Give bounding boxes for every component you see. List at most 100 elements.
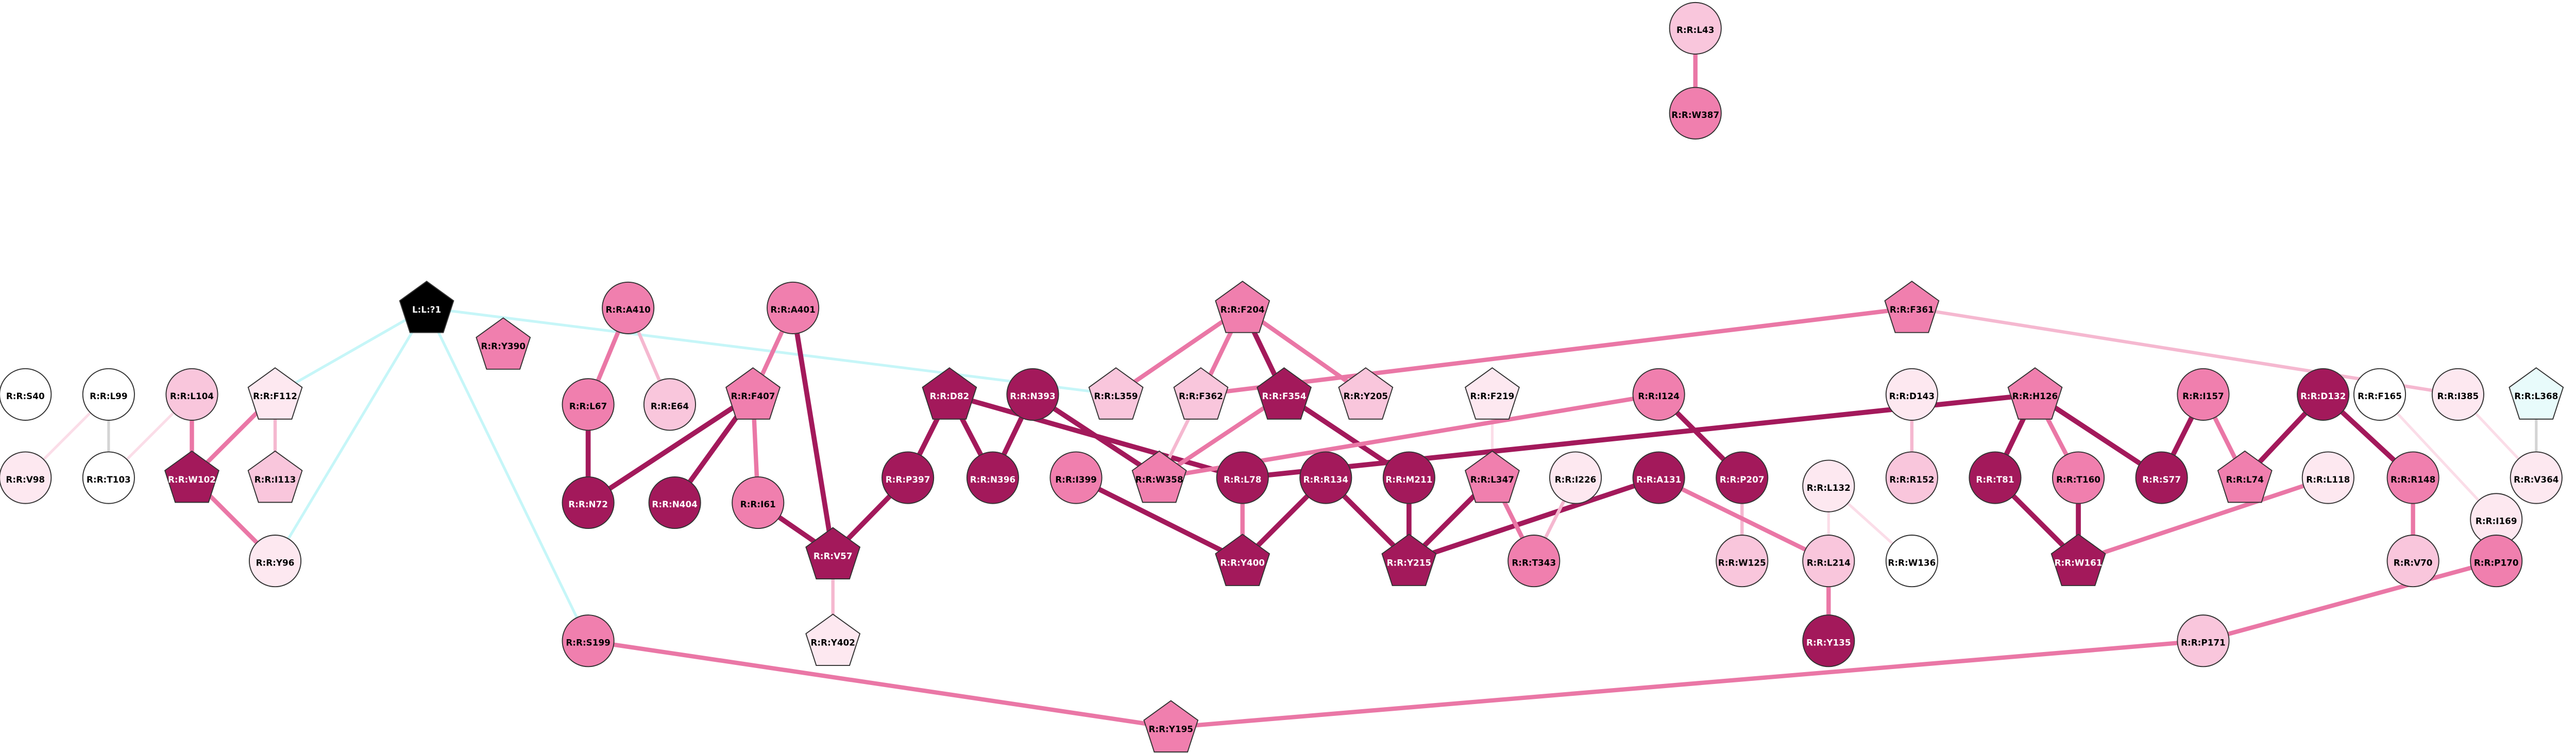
node: R:R:I113 — [247, 450, 303, 503]
node-label: R:R:D143 — [1889, 391, 1935, 401]
node-label: R:R:Y215 — [1387, 557, 1432, 568]
node-circle — [1006, 368, 1059, 421]
node-label: R:R:Y135 — [1806, 637, 1851, 647]
node-circle — [1802, 459, 1855, 512]
node-label: R:R:N404 — [652, 499, 697, 509]
edge — [2202, 559, 2497, 643]
node-label: L:L:?1 — [412, 304, 441, 315]
node-label: R:R:W358 — [1136, 474, 1183, 485]
node-label: R:R:L43 — [1676, 25, 1714, 35]
edge — [2379, 393, 2498, 521]
node: R:R:I61 — [732, 476, 785, 529]
node-circle — [2470, 535, 2523, 588]
node: R:R:H126 — [2007, 367, 2063, 420]
node: R:R:T103 — [82, 451, 135, 504]
node-label: R:R:T81 — [1976, 474, 2014, 485]
node-pentagon — [247, 450, 303, 503]
node-label: R:R:F165 — [2358, 391, 2402, 401]
node: R:R:D143 — [1885, 368, 1938, 421]
node-label: R:R:L214 — [1807, 557, 1851, 568]
node-pentagon — [2509, 367, 2564, 420]
node-label: R:R:W161 — [2055, 557, 2103, 568]
node-label: R:R:V364 — [2514, 474, 2558, 485]
node-circle — [1549, 451, 1602, 504]
node-label: R:R:F219 — [1470, 391, 1515, 401]
node: R:R:A410 — [602, 281, 655, 334]
node-pentagon — [1088, 367, 1144, 420]
node-label: R:R:R134 — [1303, 474, 1348, 485]
node-circle — [1216, 451, 1269, 504]
edge — [790, 307, 836, 555]
node: R:R:P171 — [2177, 614, 2230, 667]
node-label: R:R:Y195 — [1148, 724, 1193, 734]
node-label: R:R:W387 — [1671, 110, 1719, 120]
node: R:R:L43 — [1669, 2, 1722, 55]
node: R:R:L67 — [562, 378, 615, 431]
node-label: R:R:I157 — [2182, 391, 2224, 401]
node: R:R:R148 — [2386, 451, 2439, 504]
node-label: R:R:L132 — [1807, 483, 1851, 493]
node-pentagon — [2217, 450, 2273, 503]
edge — [1657, 475, 1830, 563]
node: R:R:Y205 — [1338, 367, 1394, 420]
node-label: R:R:S77 — [2142, 474, 2181, 485]
node-label: R:R:N393 — [1010, 391, 1055, 401]
node-circle — [1716, 535, 1769, 588]
node-label: R:R:L104 — [170, 391, 214, 401]
node-pentagon — [725, 367, 781, 420]
node-pentagon — [1143, 700, 1199, 753]
node-pentagon — [164, 450, 219, 503]
node-pentagon — [1256, 367, 1312, 420]
edge — [274, 307, 428, 562]
node: R:R:Y402 — [805, 613, 861, 666]
node-label: R:R:W136 — [1888, 557, 1936, 568]
node-circle — [1802, 535, 1855, 588]
node-circle — [1299, 451, 1352, 504]
node-label: R:R:I226 — [1555, 474, 1597, 485]
node: R:R:S40 — [0, 368, 52, 421]
node: R:R:L118 — [2301, 451, 2354, 504]
node: R:R:I385 — [2431, 368, 2484, 421]
node-pentagon — [922, 367, 977, 420]
node-label: R:R:I61 — [740, 499, 776, 509]
node: R:R:S77 — [2135, 451, 2188, 504]
node-pentagon — [1215, 534, 1270, 586]
node: R:R:F165 — [2353, 368, 2406, 421]
node-label: R:R:I169 — [2476, 516, 2517, 526]
node-pentagon — [247, 367, 303, 420]
node: R:R:L74 — [2217, 450, 2273, 503]
node-label: R:R:D132 — [2300, 391, 2346, 401]
edge — [2077, 475, 2329, 563]
node: R:R:W102 — [164, 450, 219, 503]
edge — [1408, 475, 1660, 563]
node-circle — [1969, 451, 2022, 504]
node: R:R:F361 — [1884, 280, 1940, 333]
node-pentagon — [1173, 367, 1229, 420]
node-circle — [165, 368, 218, 421]
node-label: R:R:I113 — [255, 474, 296, 485]
node: R:R:L368 — [2509, 367, 2564, 420]
node-circle — [643, 378, 697, 431]
node-label: R:R:L67 — [569, 401, 607, 412]
node-label: R:R:Y390 — [481, 341, 526, 351]
edge — [274, 306, 428, 396]
node-label: R:R:T160 — [2056, 474, 2100, 485]
node: R:R:Y96 — [248, 535, 302, 588]
node: R:R:L347 — [1464, 450, 1520, 503]
node: R:R:Y195 — [1143, 700, 1199, 753]
node: R:R:I157 — [2177, 368, 2230, 421]
edge — [425, 307, 589, 642]
node-pentagon — [476, 317, 531, 370]
edge — [1171, 639, 2204, 730]
node-label: R:R:V57 — [814, 551, 853, 561]
edge — [1158, 392, 1285, 480]
node-circle — [602, 281, 655, 334]
node: R:R:I399 — [1049, 451, 1103, 504]
node-label: R:R:L78 — [1224, 474, 1261, 485]
node-circle — [1669, 87, 1722, 140]
node-circle — [2510, 451, 2563, 504]
node-label: R:R:I399 — [1055, 474, 1097, 485]
node-label: R:R:L74 — [2226, 474, 2264, 485]
node: R:R:R134 — [1299, 451, 1352, 504]
